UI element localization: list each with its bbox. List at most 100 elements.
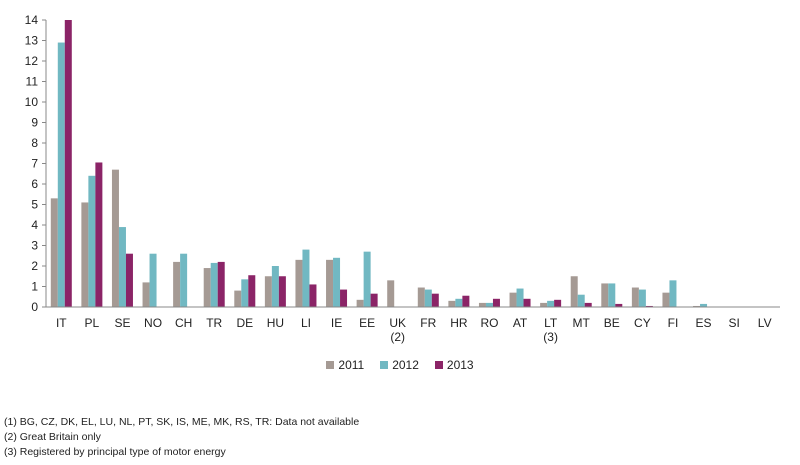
x-tick-label: SI (728, 316, 739, 330)
legend-item-2012: 2012 (380, 358, 419, 372)
bars (50, 20, 708, 308)
bar-2011-fi (662, 292, 670, 307)
y-tick-label: 12 (25, 54, 39, 68)
bar-2013-hr (462, 295, 470, 307)
x-tick-label: BE (604, 316, 620, 330)
x-tick-label: IE (331, 316, 342, 330)
bar-2013-tr (217, 261, 225, 307)
x-tick-label: (2) (390, 330, 405, 344)
bar-2011-be (601, 283, 609, 307)
footnote-2: (2) Great Britain only (4, 431, 101, 443)
bar-2013-hu (278, 276, 286, 307)
footnote-3: (3) Registered by principal type of moto… (4, 446, 226, 458)
x-tick-label: ES (696, 316, 712, 330)
bar-2011-ch (173, 261, 181, 307)
bar-2012-cy (638, 289, 646, 307)
bar-2012-es (700, 303, 708, 307)
legend-label-2012: 2012 (392, 358, 419, 372)
bar-2011-lt (540, 302, 548, 307)
y-tick-label: 7 (31, 157, 38, 171)
legend-label-2011: 2011 (338, 358, 365, 372)
x-tick-label: (3) (543, 330, 558, 344)
y-tick-label: 4 (31, 218, 38, 232)
bar-2012-hr (455, 298, 463, 307)
x-tick-label: CY (634, 316, 651, 330)
bar-2013-fr (431, 293, 439, 307)
bar-2012-pl (88, 175, 96, 307)
bar-2011-se (111, 169, 119, 307)
bar-2012-be (608, 283, 616, 307)
x-tick-label: RO (480, 316, 498, 330)
y-tick-label: 3 (31, 239, 38, 253)
bar-2011-ee (356, 299, 364, 307)
y-tick-label: 2 (31, 259, 38, 273)
legend-swatch-2012 (380, 361, 389, 369)
bar-2011-li (295, 259, 303, 307)
legend-label-2013: 2013 (446, 358, 474, 372)
y-tick-label: 9 (31, 116, 38, 130)
x-tick-label: PL (85, 316, 100, 330)
y-tick-label: 13 (25, 34, 39, 48)
bar-2013-pl (95, 162, 103, 307)
bar-2012-it (57, 42, 65, 308)
bar-2013-at (523, 298, 531, 307)
legend: 2011 2012 2013 (0, 358, 800, 372)
x-tick-label: LI (301, 316, 311, 330)
bar-2011-hr (448, 300, 456, 307)
bar-2012-ee (363, 251, 371, 307)
x-tick-label: FR (420, 316, 436, 330)
x-tick-label: HU (267, 316, 284, 330)
y-tick-label: 1 (31, 280, 38, 294)
bar-2012-de (241, 279, 249, 307)
x-tick-label: LV (758, 316, 772, 330)
y-tick-label: 10 (25, 95, 39, 109)
x-tick-label: SE (114, 316, 130, 330)
bar-2013-mt (584, 302, 592, 307)
bar-2012-ro (485, 302, 493, 307)
legend-item-2013: 2013 (434, 358, 474, 372)
bar-2012-fi (669, 280, 677, 307)
bar-2011-es (693, 305, 701, 307)
bar-2013-cy (645, 305, 653, 307)
bar-2011-uk (387, 280, 395, 307)
x-tick-label: IT (56, 316, 67, 330)
bar-2012-fr (424, 289, 432, 307)
legend-swatch-2011 (326, 361, 335, 369)
bar-2012-mt (577, 294, 585, 307)
bar-2012-hu (271, 266, 279, 307)
y-tick-label: 11 (26, 75, 39, 89)
bar-2011-mt (570, 276, 578, 307)
bar-2013-li (309, 284, 317, 307)
x-tick-label: LT (544, 316, 558, 330)
bar-2011-hu (264, 276, 272, 307)
bar-2012-ch (180, 253, 188, 307)
bar-2011-de (234, 290, 242, 307)
x-tick-label: TR (206, 316, 222, 330)
legend-swatch-2013 (434, 361, 443, 369)
bar-2011-ro (478, 302, 486, 307)
bar-2012-se (118, 227, 126, 307)
bar-2012-li (302, 249, 310, 307)
x-tick-label: CH (175, 316, 192, 330)
y-tick-label: 0 (31, 300, 38, 314)
bar-2013-ee (370, 293, 378, 307)
y-tick-label: 5 (31, 198, 38, 212)
x-tick-label: DE (236, 316, 253, 330)
x-tick-label: NO (144, 316, 162, 330)
bar-2011-pl (81, 202, 89, 307)
x-tick-label: AT (513, 316, 528, 330)
bar-2012-no (149, 253, 157, 307)
bar-2012-ie (333, 257, 341, 307)
bar-2013-ie (340, 289, 348, 307)
bar-2013-de (248, 275, 256, 307)
x-tick-label: EE (359, 316, 375, 330)
bar-2012-lt (547, 300, 555, 307)
bar-2011-tr (203, 268, 211, 307)
bar-2012-at (516, 288, 524, 307)
x-tick-label: HR (450, 316, 468, 330)
bar-2011-it (50, 198, 58, 307)
x-tick-label: FI (668, 316, 679, 330)
x-tick-label: UK (389, 316, 406, 330)
bar-2011-cy (631, 287, 639, 307)
